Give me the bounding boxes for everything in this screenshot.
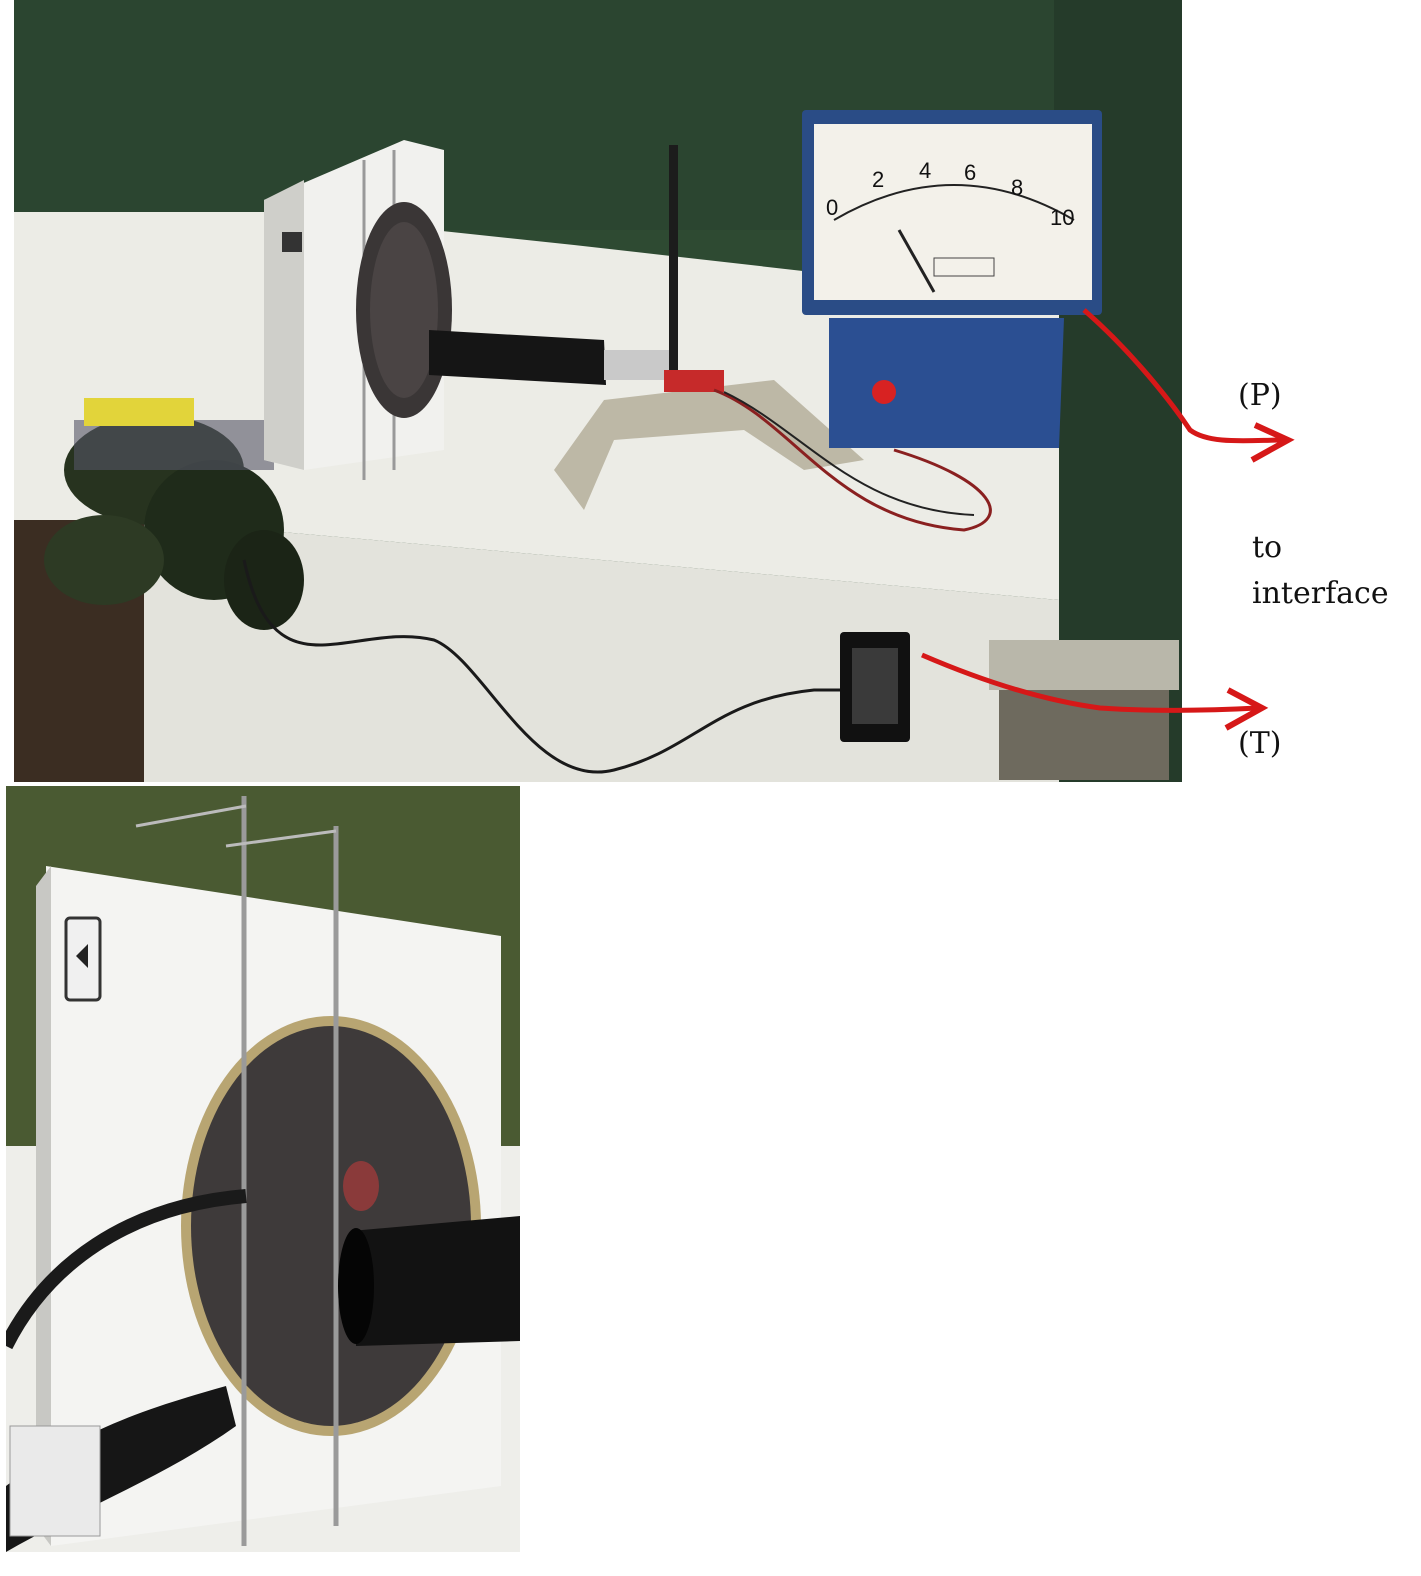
meter-scale-2: 2 xyxy=(872,167,884,192)
meter-scale-8: 8 xyxy=(1011,175,1023,200)
label-t: (T) xyxy=(1238,726,1282,761)
stand-base xyxy=(554,380,864,510)
black-tube xyxy=(429,330,606,385)
apparatus-photo-drawing: 0 2 4 6 8 10 xyxy=(14,0,1182,782)
black-tube-closeup xyxy=(351,1216,520,1346)
label-to: to xyxy=(1252,530,1283,565)
label-p: (P) xyxy=(1238,378,1282,413)
meter-scale-10: 10 xyxy=(1050,205,1074,230)
label-interface: interface xyxy=(1252,576,1389,611)
meter-scale-4: 4 xyxy=(919,158,931,183)
apparatus-photo: 0 2 4 6 8 10 xyxy=(14,0,1182,782)
meter-scale-6: 6 xyxy=(964,160,976,185)
sensor-closeup-drawing xyxy=(6,786,520,1552)
analog-meter: 0 2 4 6 8 10 xyxy=(802,110,1102,448)
meter-scale-0: 0 xyxy=(826,195,838,220)
sensor-closeup-photo xyxy=(6,786,520,1552)
